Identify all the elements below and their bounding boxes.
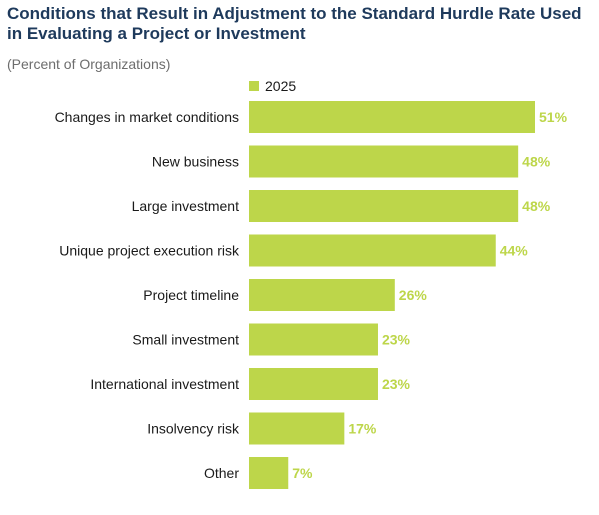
bar-5 — [249, 323, 378, 356]
value-label-1: 48% — [522, 154, 551, 170]
bar-8 — [249, 457, 289, 489]
chart-title: Conditions that Result in Adjustment to … — [7, 4, 582, 43]
bar-6 — [249, 368, 378, 400]
category-label-1: New business — [152, 154, 239, 170]
bar-3 — [249, 234, 496, 267]
legend-label-2025: 2025 — [265, 78, 297, 94]
category-label-3: Unique project execution risk — [59, 243, 240, 259]
category-label-0: Changes in market conditions — [55, 109, 239, 125]
value-label-2: 48% — [522, 198, 551, 214]
value-label-5: 23% — [382, 332, 411, 348]
category-label-5: Small investment — [132, 332, 239, 348]
bar-2 — [249, 190, 519, 222]
category-label-2: Large investment — [132, 198, 240, 214]
value-label-6: 23% — [382, 376, 411, 392]
bar-4 — [249, 279, 395, 311]
bar-0 — [249, 101, 535, 133]
category-label-7: Insolvency risk — [147, 421, 240, 437]
bar-1 — [249, 145, 519, 178]
bar-7 — [249, 412, 345, 445]
chart-subtitle: (Percent of Organizations) — [7, 56, 171, 72]
value-label-8: 7% — [292, 465, 313, 481]
category-label-8: Other — [204, 465, 239, 481]
value-label-0: 51% — [539, 109, 568, 125]
chart-legend: 2025 — [249, 78, 296, 94]
value-label-7: 17% — [348, 421, 377, 437]
category-label-6: International investment — [90, 376, 239, 392]
value-label-4: 26% — [399, 287, 428, 303]
value-label-3: 44% — [500, 243, 529, 259]
legend-swatch-2025 — [249, 81, 259, 91]
category-label-4: Project timeline — [143, 287, 239, 303]
